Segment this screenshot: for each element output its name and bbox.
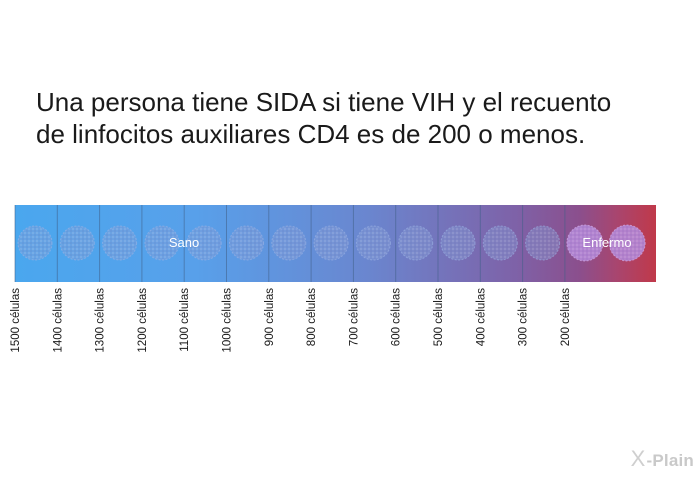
- logo-text: -Plain: [646, 451, 694, 470]
- infected-cell-icon: [566, 224, 604, 262]
- cd4-cell-icon: [229, 225, 264, 261]
- tick-label: 200 células: [560, 288, 572, 346]
- cd4-count-scale: Sano Enfermo 1500 células 1400 células 130…: [10, 205, 656, 353]
- cd4-cell-icon: [482, 225, 518, 261]
- tick-label: 1300 células: [95, 288, 107, 353]
- healthy-label: Sano: [169, 235, 199, 250]
- cd4-cell-icon: [271, 225, 307, 261]
- main-heading: Una persona tiene SIDA si tiene VIH y el…: [36, 86, 676, 150]
- logo-mark: X: [630, 446, 646, 471]
- cd4-cell-icon: [102, 225, 138, 261]
- tick-label: 400 células: [475, 288, 487, 346]
- cell-icons: [17, 224, 646, 262]
- cd4-cell-icon: [17, 225, 53, 261]
- cd4-cell-icon: [313, 225, 349, 261]
- cd4-cell-icon: [525, 225, 561, 261]
- tick-label: 1500 células: [10, 288, 22, 353]
- tick-label: 500 células: [433, 288, 445, 346]
- tick-label: 700 células: [348, 288, 360, 346]
- cd4-cell-icon: [440, 225, 476, 261]
- tick-label: 1100 células: [179, 288, 191, 352]
- tick-label: 1400 células: [52, 288, 64, 353]
- cd4-cell-icon: [186, 225, 222, 261]
- cd4-cell-icon: [398, 225, 434, 261]
- sick-label: Enfermo: [582, 235, 631, 250]
- heading-line-1: Una persona tiene SIDA si tiene VIH y el…: [36, 87, 612, 117]
- tick-label: 1200 células: [137, 288, 149, 353]
- cd4-cell-icon: [144, 225, 180, 261]
- tick-labels: 1500 células 1400 células 1300 células 1200…: [10, 288, 572, 353]
- tick-label: 800 células: [306, 288, 318, 346]
- scale-dividers: [14, 205, 566, 282]
- tick-label: 600 células: [391, 288, 403, 346]
- tick-label: 300 células: [518, 288, 530, 346]
- tick-label: 1000 células: [222, 288, 234, 353]
- cd4-cell-icon: [59, 225, 95, 261]
- tick-label: 900 células: [264, 288, 276, 346]
- infected-cell-icon: [608, 224, 646, 262]
- xplain-logo: X-Plain: [631, 446, 694, 472]
- heading-line-2: de linfocitos auxiliares CD4 es de 200 o…: [36, 119, 586, 149]
- cd4-cell-icon: [355, 225, 391, 261]
